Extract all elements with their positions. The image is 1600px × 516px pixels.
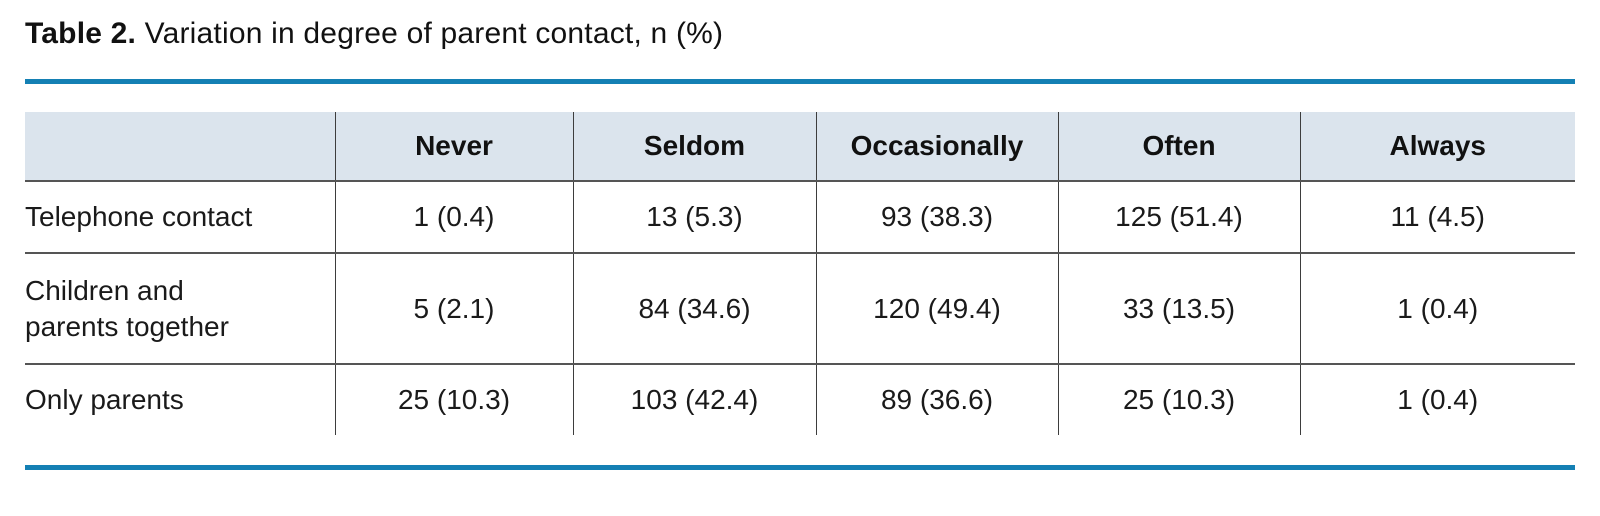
table-row-only-parents: Only parents 25 (10.3) 103 (42.4) 89 (36… [25, 364, 1575, 435]
table-cell: 120 (49.4) [815, 253, 1058, 364]
table-cell: 11 (4.5) [1299, 181, 1575, 253]
table-cell: 1 (0.4) [1299, 253, 1575, 364]
table-caption-number: Table 2. [25, 17, 137, 50]
table-cell: 5 (2.1) [334, 253, 573, 364]
table-cell: 103 (42.4) [572, 364, 816, 435]
table-figure: Table 2. Variation in degree of parent c… [0, 14, 1600, 470]
table-row-children-and-parents-together: Children and parents together 5 (2.1) 84… [25, 253, 1575, 364]
header-cell-seldom: Seldom [572, 112, 816, 181]
top-accent-rule [25, 79, 1575, 84]
header-cell-always: Always [1299, 112, 1575, 181]
header-cell-never: Never [334, 112, 573, 181]
header-cell-often: Often [1057, 112, 1300, 181]
bottom-accent-rule [25, 465, 1575, 470]
table-cell: 84 (34.6) [572, 253, 816, 364]
table-cell: 93 (38.3) [815, 181, 1058, 253]
table-cell: 1 (0.4) [1299, 364, 1575, 435]
table-cell: 1 (0.4) [334, 181, 573, 253]
row-label: Only parents [25, 384, 184, 415]
table-caption: Table 2. Variation in degree of parent c… [25, 14, 1575, 54]
header-cell-empty [25, 112, 335, 181]
parent-contact-table: Never Seldom Occasionally Often Always T… [25, 112, 1575, 435]
header-cell-occasionally: Occasionally [815, 112, 1058, 181]
header-row: Never Seldom Occasionally Often Always [25, 112, 1575, 181]
table-cell: 25 (10.3) [334, 364, 573, 435]
table-caption-text: Variation in degree of parent contact, n… [136, 17, 724, 50]
table-cell: 89 (36.6) [815, 364, 1058, 435]
table-cell: 125 (51.4) [1057, 181, 1300, 253]
table-cell: 25 (10.3) [1057, 364, 1300, 435]
row-label: Telephone contact [25, 201, 253, 232]
table-row-telephone-contact: Telephone contact 1 (0.4) 13 (5.3) 93 (3… [25, 181, 1575, 253]
table-cell: 33 (13.5) [1057, 253, 1300, 364]
row-label: Children and parents together [25, 274, 229, 342]
table-cell: 13 (5.3) [572, 181, 816, 253]
